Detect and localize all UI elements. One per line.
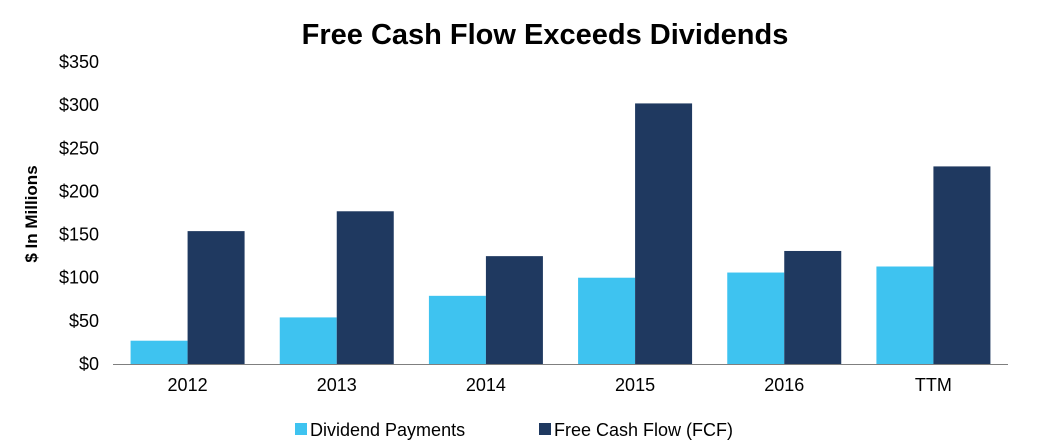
dividend-bar-2013 [279, 317, 337, 364]
legend-label: Dividend Payments [310, 420, 465, 440]
dividend-bar-2014 [428, 295, 486, 364]
dividend-bar-2012 [130, 340, 188, 364]
y-tick-label: $200 [59, 181, 99, 201]
dividend-bar-2015 [578, 277, 636, 364]
legend-swatch [295, 423, 307, 435]
bar-group [130, 103, 991, 364]
legend: Dividend Payments Free Cash Flow (FCF) [295, 420, 733, 440]
fcf-bar-2016 [784, 250, 842, 364]
y-tick-label: $0 [79, 354, 99, 374]
y-axis-label: $ In Millions [22, 165, 41, 262]
x-tick-label: 2015 [615, 375, 655, 395]
legend-label: Free Cash Flow (FCF) [554, 420, 733, 440]
y-tick-label: $350 [59, 52, 99, 72]
y-tick-label: $150 [59, 225, 99, 245]
dividend-bar-2016 [727, 272, 785, 364]
fcf-bar-2015 [635, 103, 693, 364]
x-tick-label: 2012 [168, 375, 208, 395]
legend-swatch [539, 423, 551, 435]
x-tick-label: 2013 [317, 375, 357, 395]
chart-title: Free Cash Flow Exceeds Dividends [302, 19, 789, 51]
y-axis: $0 $50 $100 $150 $200 $250 $300 $350 [59, 52, 99, 374]
fcf-bar-ttm [933, 166, 991, 364]
fcf-bar-2012 [187, 231, 245, 364]
y-tick-label: $250 [59, 138, 99, 158]
x-axis: 2012 2013 2014 2015 2016 TTM [168, 375, 952, 395]
y-tick-label: $100 [59, 268, 99, 288]
x-tick-label: 2016 [764, 375, 804, 395]
x-tick-label: TTM [915, 375, 952, 395]
x-tick-label: 2014 [466, 375, 506, 395]
fcf-bar-2013 [336, 211, 394, 364]
y-tick-label: $50 [69, 311, 99, 331]
y-tick-label: $300 [59, 95, 99, 115]
dividend-bar-ttm [876, 266, 934, 364]
fcf-bar-2014 [485, 256, 543, 364]
